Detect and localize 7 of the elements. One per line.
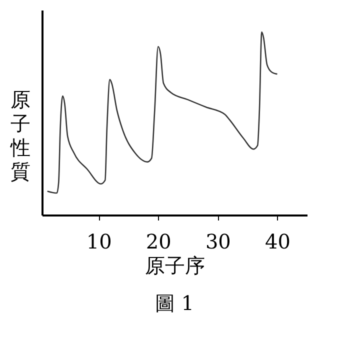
y-axis-title: 原子性質 xyxy=(10,88,30,184)
x-tick-label: 40 xyxy=(265,230,290,254)
x-tick-label: 30 xyxy=(205,230,231,254)
caption: 圖 1 xyxy=(154,291,194,315)
x-tick-label: 20 xyxy=(146,230,172,254)
x-axis-title: 原子序 xyxy=(145,254,205,278)
x-tick-label: 10 xyxy=(86,230,112,254)
